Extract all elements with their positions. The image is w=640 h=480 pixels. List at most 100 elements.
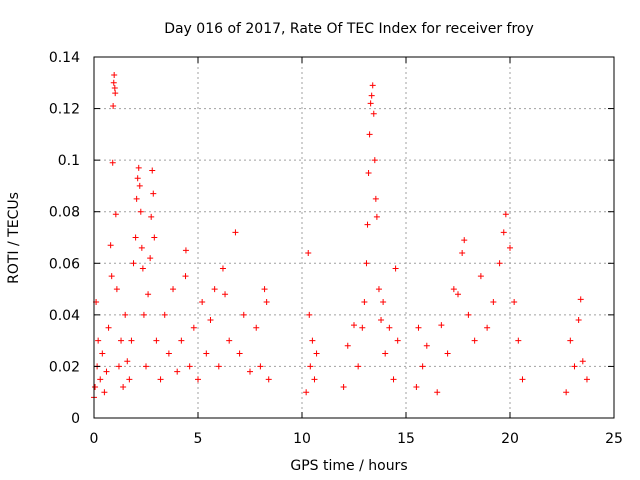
data-point — [222, 291, 229, 298]
data-point — [134, 175, 141, 182]
x-tick-label: 20 — [501, 431, 519, 447]
data-point — [110, 79, 117, 86]
data-point — [500, 229, 507, 236]
data-point — [313, 350, 320, 357]
data-point — [99, 350, 106, 357]
plot-frame — [93, 56, 615, 419]
data-point — [419, 363, 426, 370]
data-point — [370, 110, 377, 117]
data-point — [575, 317, 582, 324]
data-point — [378, 317, 385, 324]
x-tick-label: 0 — [90, 431, 99, 447]
data-point — [359, 324, 366, 331]
data-point — [392, 265, 399, 272]
data-point — [105, 324, 112, 331]
data-point — [95, 337, 102, 344]
data-point — [182, 273, 189, 280]
data-point — [355, 363, 362, 370]
data-point — [253, 324, 260, 331]
data-point — [484, 324, 491, 331]
x-tick-label: 15 — [397, 431, 415, 447]
data-point — [369, 82, 376, 89]
data-point — [366, 131, 373, 138]
data-point — [344, 342, 351, 349]
data-point — [178, 337, 185, 344]
data-point — [112, 211, 119, 218]
data-point — [232, 229, 239, 236]
data-point — [126, 376, 133, 383]
data-point — [111, 84, 118, 91]
data-point — [413, 384, 420, 391]
x-tick-label: 10 — [293, 431, 311, 447]
data-point — [143, 363, 149, 370]
data-point — [471, 337, 478, 344]
data-point — [128, 337, 135, 344]
y-tick-label: 0.1 — [58, 153, 80, 169]
data-point — [303, 389, 310, 396]
data-point — [390, 376, 397, 383]
data-point — [368, 92, 375, 99]
data-point — [115, 363, 122, 370]
data-point — [92, 384, 99, 391]
data-point — [515, 337, 522, 344]
y-tick-label: 0.12 — [49, 102, 80, 118]
data-point — [130, 260, 137, 267]
data-point — [577, 296, 584, 303]
data-point — [257, 363, 264, 370]
y-tick-label: 0.08 — [49, 205, 80, 221]
data-point — [149, 167, 156, 174]
data-point — [215, 363, 222, 370]
data-point — [113, 286, 120, 293]
data-point — [459, 249, 466, 256]
data-point — [465, 311, 472, 318]
data-point — [226, 337, 233, 344]
data-point — [182, 247, 189, 254]
data-point — [365, 170, 372, 177]
data-point — [147, 255, 154, 262]
data-point — [240, 311, 247, 318]
data-point — [110, 102, 117, 109]
y-tick-labels: 0 0.02 0.04 0.06 0.08 0.1 0.12 0.14 — [49, 50, 80, 427]
data-point — [438, 322, 445, 329]
data-point — [136, 182, 143, 189]
data-point — [236, 350, 243, 357]
x-axis-label: GPS time / hours — [290, 458, 407, 474]
data-point — [394, 337, 401, 344]
data-point — [148, 213, 155, 220]
data-point — [118, 337, 125, 344]
data-point — [135, 164, 142, 171]
data-point — [563, 389, 570, 396]
data-point — [511, 298, 518, 305]
data-point — [97, 376, 104, 383]
y-tick-label: 0.02 — [49, 359, 80, 375]
data-point — [157, 376, 164, 383]
data-point — [371, 157, 378, 164]
chart-title: Day 016 of 2017, Rate Of TEC Index for r… — [164, 21, 534, 37]
data-point — [367, 100, 374, 107]
data-point — [199, 298, 206, 305]
data-point — [137, 208, 144, 215]
data-point — [567, 337, 574, 344]
data-point — [101, 389, 108, 396]
data-point — [519, 376, 526, 383]
data-point — [311, 376, 318, 383]
data-point — [120, 384, 127, 391]
y-tick-label: 0.14 — [49, 50, 80, 66]
data-point — [571, 363, 578, 370]
y-tick-label: 0.04 — [49, 308, 80, 324]
data-point — [219, 265, 226, 272]
x-tick-labels: 0 5 10 15 20 25 — [90, 431, 623, 447]
data-point — [151, 234, 158, 241]
data-point — [364, 221, 371, 228]
data-point — [583, 376, 590, 383]
data-point — [190, 324, 197, 331]
data-point — [373, 213, 380, 220]
data-point — [108, 273, 115, 280]
data-point — [174, 368, 181, 375]
data-point — [165, 350, 172, 357]
data-point — [133, 195, 140, 202]
data-point — [351, 322, 357, 329]
y-tick-label: 0.06 — [49, 256, 80, 272]
data-point — [247, 368, 253, 375]
